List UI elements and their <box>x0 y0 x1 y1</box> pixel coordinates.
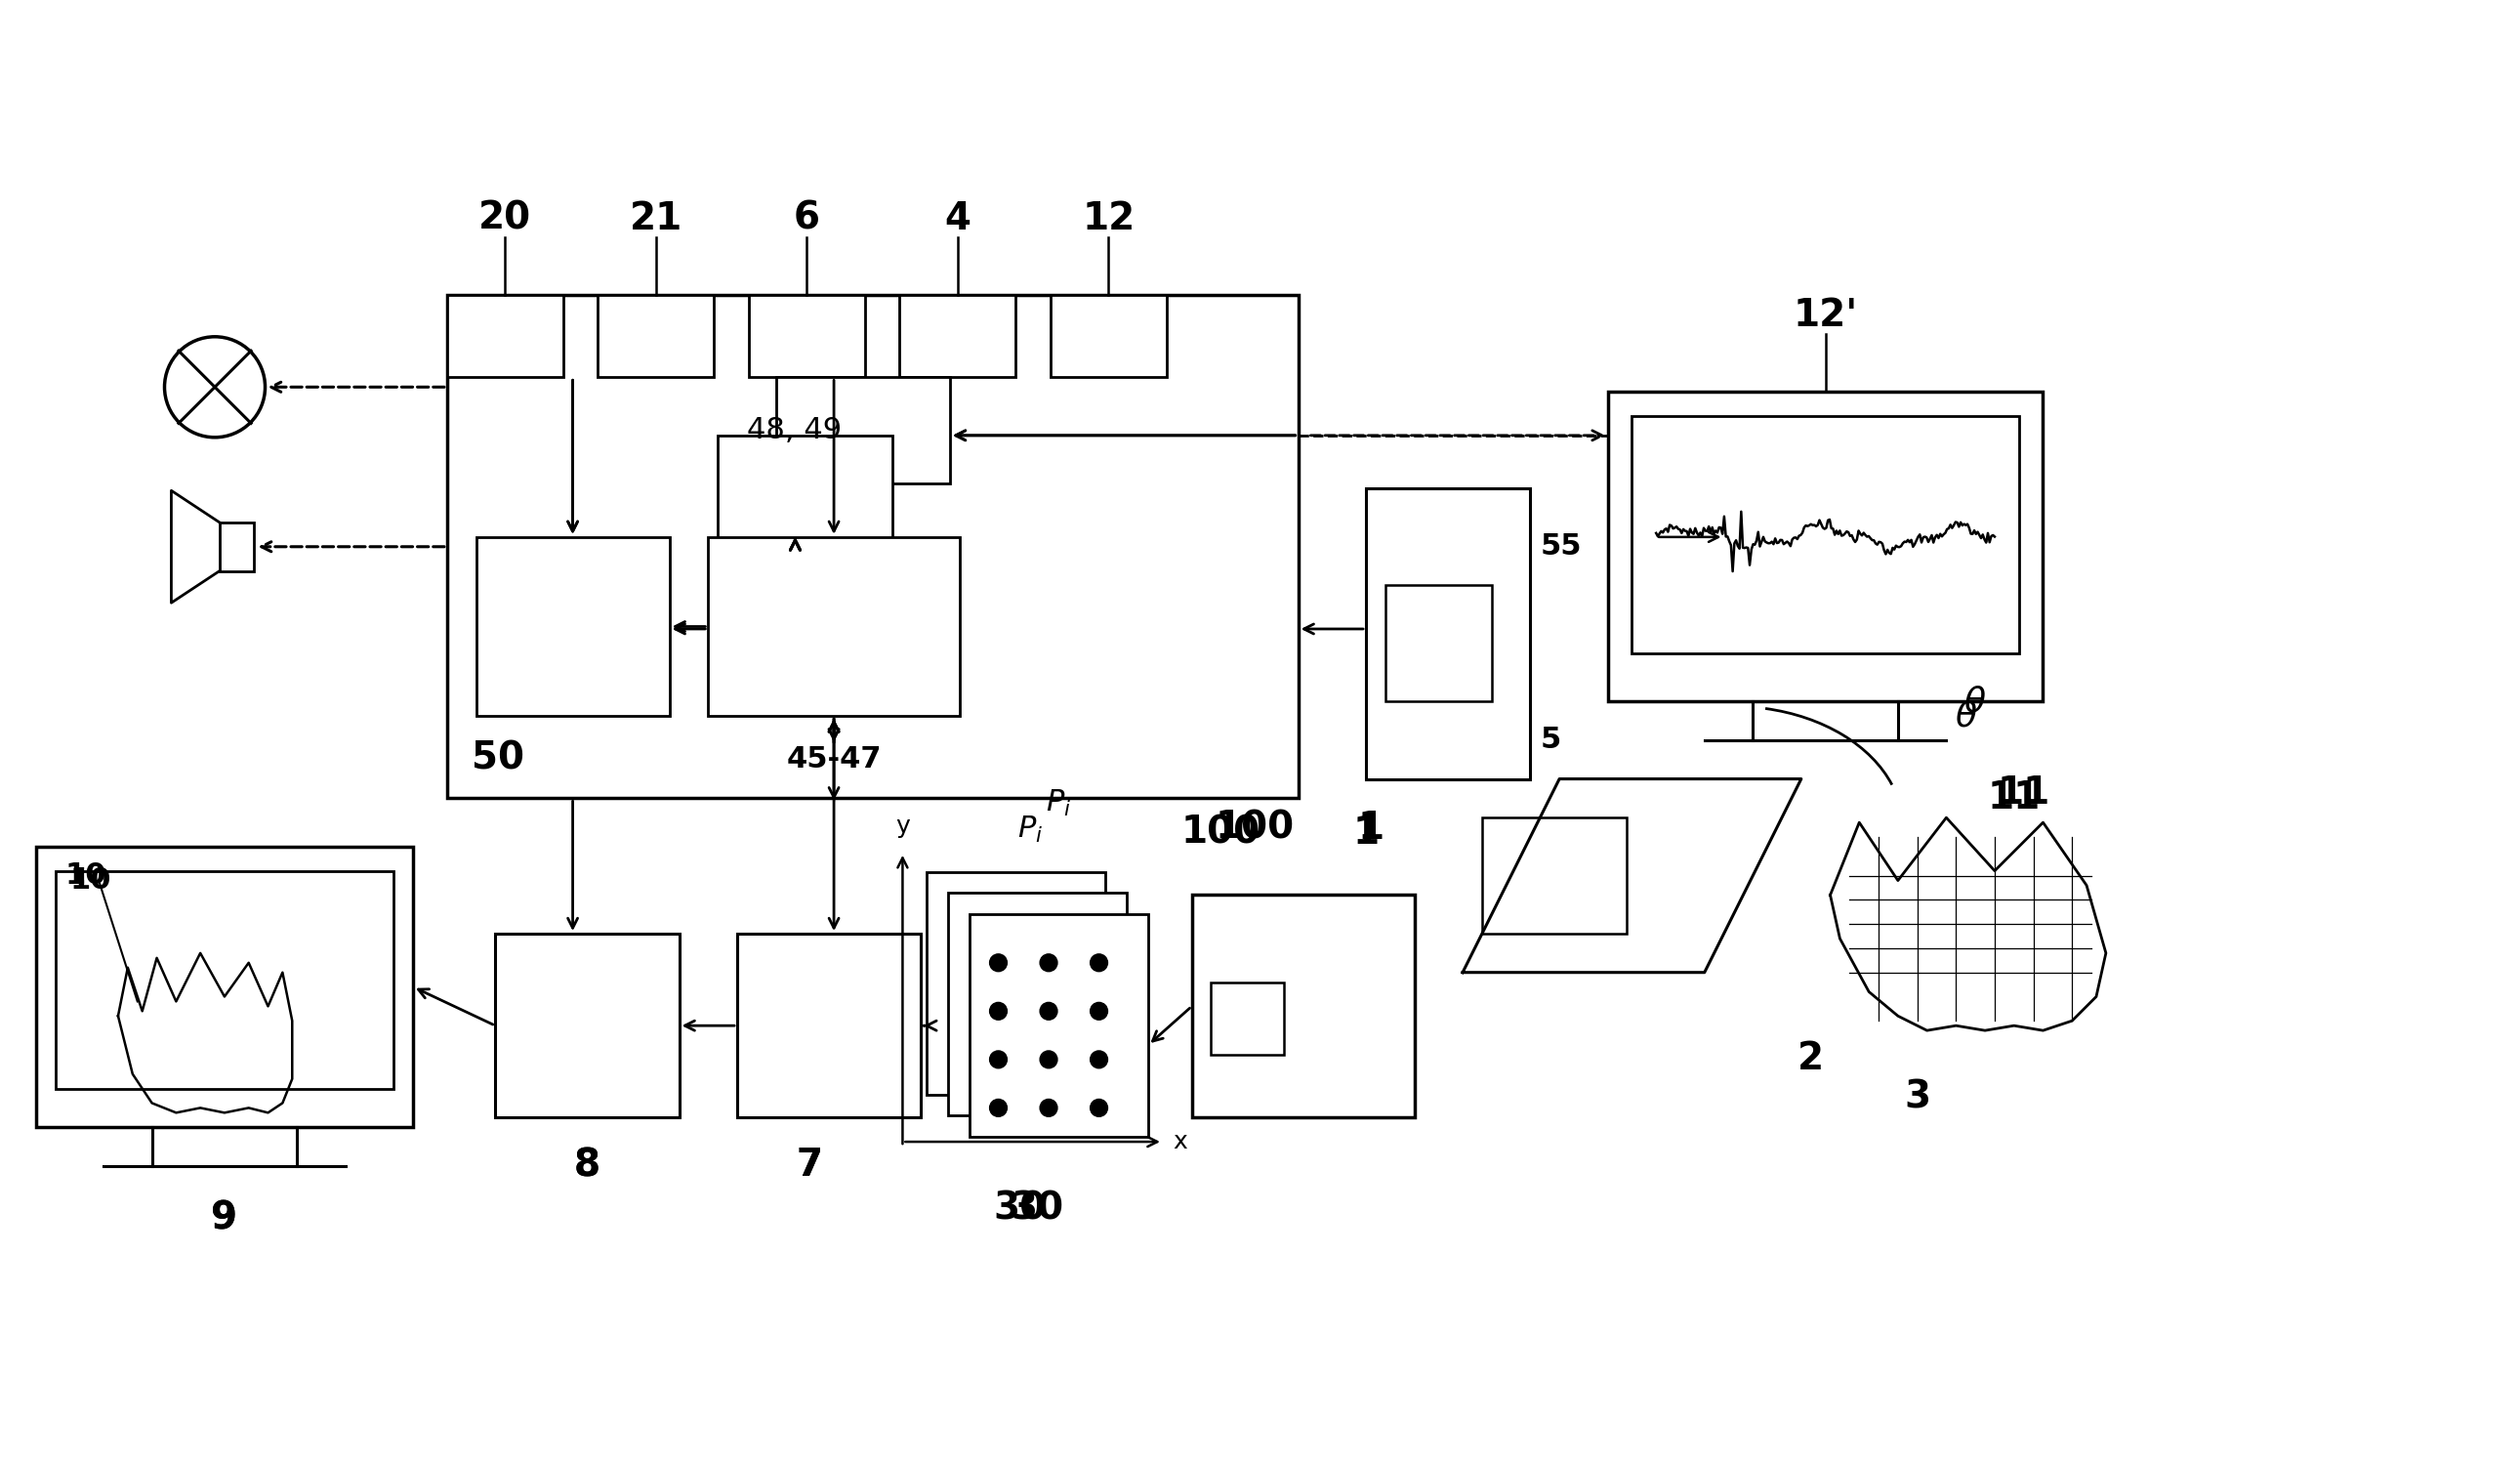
Circle shape <box>1041 1050 1058 1068</box>
Bar <box>1608 392 2044 701</box>
Text: 12': 12' <box>1794 297 1857 334</box>
Circle shape <box>990 1050 1008 1068</box>
Text: 55: 55 <box>1540 533 1583 560</box>
Text: $P_i$: $P_i$ <box>1018 815 1043 844</box>
Text: $P_i$: $P_i$ <box>1046 789 1071 819</box>
Text: y: y <box>895 815 910 838</box>
Bar <box>1366 489 1530 778</box>
Bar <box>948 892 1126 1116</box>
Bar <box>776 377 950 484</box>
Text: 1: 1 <box>1358 809 1383 847</box>
Bar <box>446 296 562 377</box>
Bar <box>748 296 864 377</box>
Bar <box>1051 296 1167 377</box>
Circle shape <box>990 954 1008 971</box>
Text: 9: 9 <box>212 1200 237 1236</box>
Text: 21: 21 <box>630 200 683 237</box>
Circle shape <box>1041 954 1058 971</box>
Text: 6: 6 <box>794 200 819 237</box>
Text: 5: 5 <box>1540 726 1560 755</box>
Text: x: x <box>1172 1129 1187 1153</box>
Circle shape <box>1091 1099 1109 1116</box>
Text: 48, 49: 48, 49 <box>746 417 842 445</box>
Text: 2: 2 <box>1797 1040 1824 1077</box>
Bar <box>1633 415 2019 652</box>
Text: 7: 7 <box>796 1147 824 1184</box>
Text: 7: 7 <box>796 1147 824 1184</box>
Text: 11: 11 <box>1998 774 2051 811</box>
Text: 8: 8 <box>575 1147 600 1184</box>
Text: 10: 10 <box>71 866 111 894</box>
Text: 9: 9 <box>212 1200 237 1236</box>
Text: $\theta$: $\theta$ <box>1963 685 1986 718</box>
Text: 100: 100 <box>1215 809 1295 847</box>
Text: 100: 100 <box>1182 815 1260 851</box>
Bar <box>927 872 1106 1094</box>
Bar <box>708 537 960 715</box>
Bar <box>219 522 255 571</box>
Text: 12: 12 <box>1081 200 1134 237</box>
Bar <box>446 296 1298 799</box>
Bar <box>970 914 1149 1137</box>
Text: 20: 20 <box>479 200 532 237</box>
Text: 30: 30 <box>1011 1189 1063 1227</box>
Bar <box>597 296 713 377</box>
Circle shape <box>990 1002 1008 1020</box>
Bar <box>1482 818 1628 933</box>
Circle shape <box>1091 954 1109 971</box>
Bar <box>496 933 678 1118</box>
Text: 45-47: 45-47 <box>786 745 882 774</box>
Circle shape <box>1091 1002 1109 1020</box>
Bar <box>1192 895 1414 1118</box>
Bar <box>55 870 393 1088</box>
Text: 50: 50 <box>471 740 524 777</box>
Circle shape <box>1091 1050 1109 1068</box>
Bar <box>1386 585 1492 701</box>
Circle shape <box>990 1099 1008 1116</box>
Text: 4: 4 <box>945 200 970 237</box>
Text: $\theta$: $\theta$ <box>1953 699 1978 733</box>
Text: 11: 11 <box>1988 778 2041 816</box>
Circle shape <box>1041 1002 1058 1020</box>
Text: 3: 3 <box>1905 1078 1930 1116</box>
Bar <box>35 847 413 1127</box>
Text: 1: 1 <box>1353 815 1378 851</box>
Circle shape <box>1041 1099 1058 1116</box>
Text: 8: 8 <box>575 1147 600 1184</box>
Text: 10: 10 <box>66 862 106 890</box>
Bar <box>900 296 1016 377</box>
Bar <box>1212 982 1283 1055</box>
Bar <box>718 436 892 541</box>
Bar <box>738 933 920 1118</box>
Bar <box>476 537 670 715</box>
Text: 30: 30 <box>993 1189 1046 1227</box>
